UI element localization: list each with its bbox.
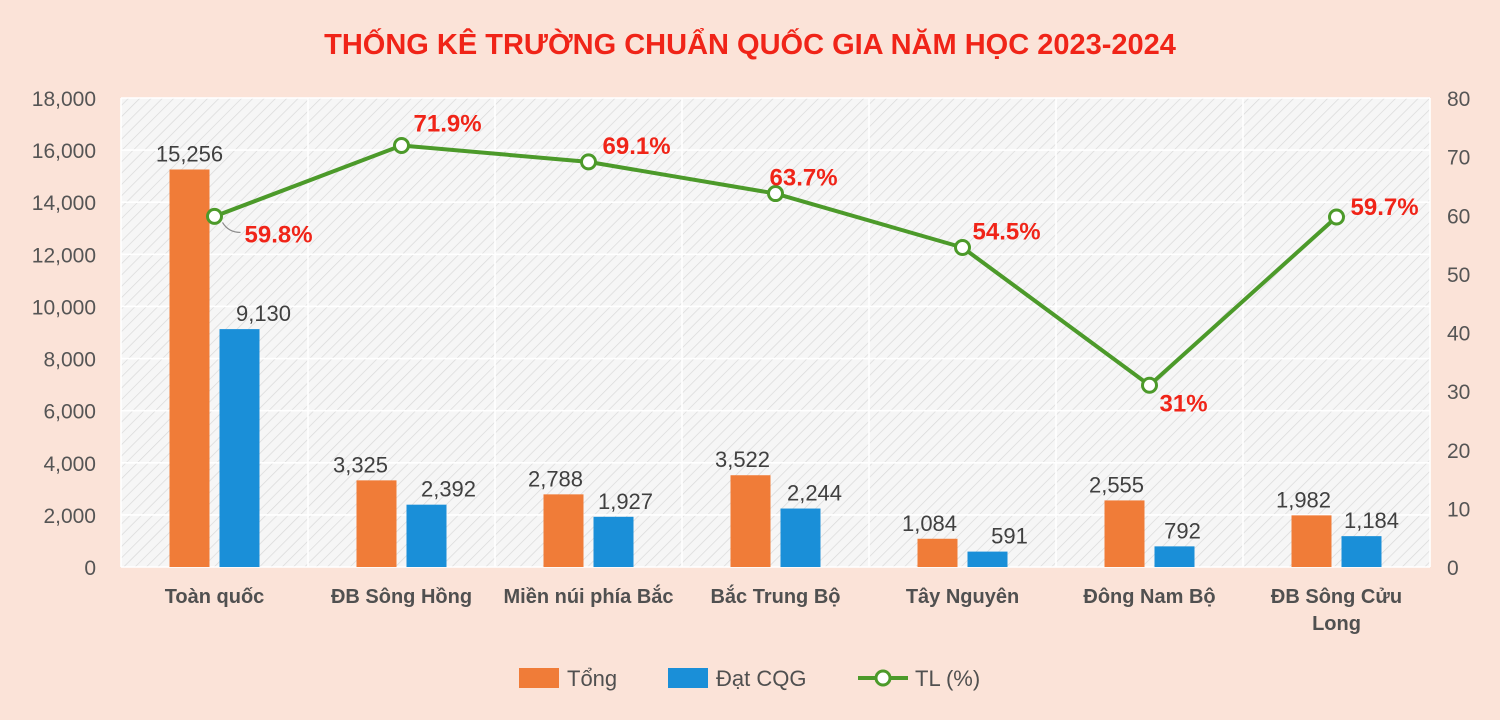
line-point-tl	[1328, 208, 1345, 226]
line-point-tl	[954, 238, 971, 256]
bar-dat-cqg	[1341, 536, 1382, 567]
y-right-tick-label: 80	[1447, 88, 1470, 111]
bar-value-label-dat-cqg: 9,130	[236, 301, 291, 326]
legend-label-tong: Tổng	[567, 666, 617, 691]
y-left-tick-label: 18,000	[32, 88, 96, 111]
bar-value-label-dat-cqg: 2,244	[787, 481, 842, 506]
line-point-tl	[767, 185, 784, 203]
line-value-label-tl: 54.5%	[973, 218, 1041, 245]
bar-tong	[730, 475, 771, 567]
legend-label-tl: TL (%)	[915, 666, 980, 691]
bar-value-label-dat-cqg: 792	[1164, 518, 1201, 543]
y-left-tick-label: 4,000	[43, 453, 96, 476]
bar-dat-cqg	[780, 508, 821, 567]
bar-tong	[356, 480, 397, 567]
line-value-label-tl: 69.1%	[603, 133, 671, 160]
bar-value-label-dat-cqg: 2,392	[421, 477, 476, 502]
y-left-tick-label: 0	[84, 557, 96, 580]
y-right-tick-label: 10	[1447, 498, 1470, 521]
category-label: Bắc Trung Bộ	[710, 584, 840, 608]
bar-dat-cqg	[967, 551, 1008, 567]
bar-value-label-dat-cqg: 1,927	[598, 489, 653, 514]
y-right-tick-label: 70	[1447, 147, 1470, 170]
bar-value-label-dat-cqg: 1,184	[1344, 508, 1399, 533]
bar-value-label-tong: 3,522	[715, 447, 770, 472]
y-left-tick-label: 16,000	[32, 140, 96, 163]
line-value-label-tl: 31%	[1160, 390, 1208, 417]
legend-swatch-dat-cqg	[668, 668, 708, 688]
legend-marker-tl	[874, 669, 892, 687]
line-point-tl	[393, 136, 410, 154]
bar-tong	[917, 538, 958, 567]
y-right-tick-label: 30	[1447, 381, 1470, 404]
bar-value-label-tong: 3,325	[333, 452, 388, 477]
y-left-tick-label: 14,000	[32, 192, 96, 215]
y-right-tick-label: 60	[1447, 205, 1470, 228]
category-label: Long	[1312, 613, 1361, 635]
chart-title: THỐNG KÊ TRƯỜNG CHUẨN QUỐC GIA NĂM HỌC 2…	[324, 27, 1176, 61]
legend-swatch-tong	[519, 668, 559, 688]
line-value-label-tl: 63.7%	[770, 165, 838, 192]
bar-value-label-tong: 1,982	[1276, 487, 1331, 512]
bar-dat-cqg	[219, 329, 260, 567]
legend-label-dat-cqg: Đạt CQG	[716, 666, 806, 691]
y-left-tick-label: 2,000	[43, 505, 96, 528]
bar-dat-cqg	[406, 504, 447, 567]
bar-tong	[169, 169, 210, 567]
bar-value-label-tong: 15,256	[156, 141, 223, 166]
line-value-label-tl: 59.7%	[1351, 194, 1419, 221]
line-value-label-tl: 59.8%	[245, 221, 313, 248]
bar-value-label-tong: 2,788	[528, 466, 583, 491]
y-right-tick-label: 50	[1447, 264, 1470, 287]
bar-dat-cqg	[593, 516, 634, 567]
category-label: ĐB Sông Cửu	[1271, 586, 1402, 608]
category-label: Miền núi phía Bắc	[503, 584, 673, 608]
bar-value-label-tong: 1,084	[902, 511, 957, 536]
plot-background	[121, 98, 1430, 567]
label-leader-line	[221, 222, 241, 234]
line-value-label-tl: 71.9%	[414, 110, 482, 137]
bar-dat-cqg	[1154, 546, 1195, 567]
category-label: Đông Nam Bộ	[1083, 586, 1215, 608]
bar-value-label-dat-cqg: 591	[991, 524, 1028, 549]
y-right-tick-label: 40	[1447, 323, 1470, 346]
category-label: ĐB Sông Hồng	[331, 586, 472, 608]
y-left-tick-label: 10,000	[32, 296, 96, 319]
line-point-tl	[580, 153, 597, 171]
y-right-tick-label: 0	[1447, 557, 1459, 580]
category-label: Toàn quốc	[165, 586, 265, 608]
y-right-tick-label: 20	[1447, 440, 1470, 463]
category-label: Tây Nguyên	[906, 586, 1019, 608]
bar-tong	[1291, 515, 1332, 567]
bar-tong	[543, 494, 584, 567]
y-left-tick-label: 6,000	[43, 401, 96, 424]
line-point-tl	[206, 207, 223, 225]
line-point-tl	[1141, 376, 1158, 394]
plot-area: 0 2,000 4,000 6,000 8,000 10,000 12,000 14,000 1…	[32, 88, 1471, 691]
bar-value-label-tong: 2,555	[1089, 472, 1144, 497]
bar-tong	[1104, 500, 1145, 567]
y-left-tick-label: 8,000	[43, 349, 96, 372]
y-left-tick-label: 12,000	[32, 244, 96, 267]
